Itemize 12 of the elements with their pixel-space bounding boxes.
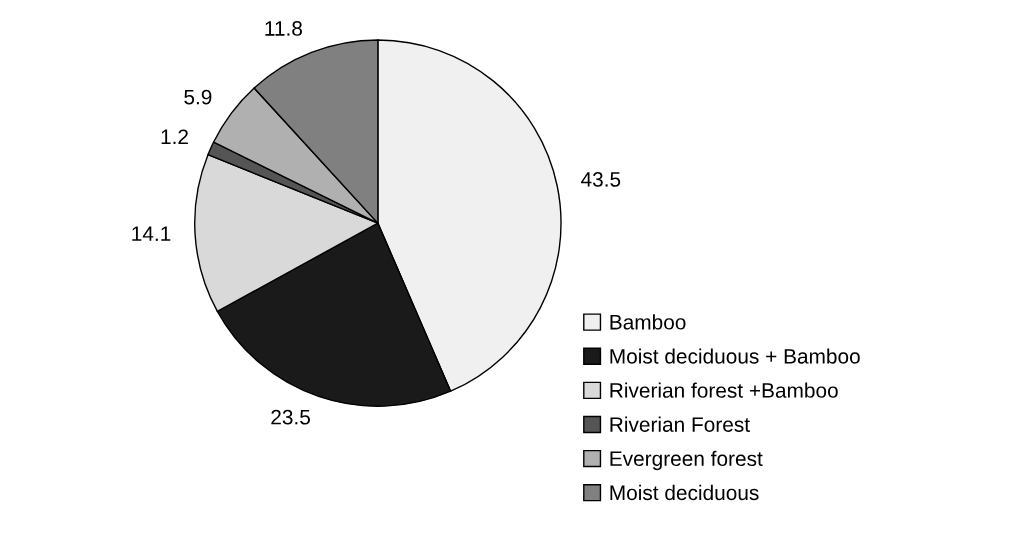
legend-label: Bamboo — [610, 314, 686, 330]
legend-label: Evergreen forest — [610, 450, 763, 471]
legend-label: Moist deciduous + Bamboo — [610, 348, 860, 364]
legend-label: Riverian forest +Bamboo — [610, 382, 838, 398]
data-label: 14.1 — [132, 226, 171, 241]
data-label: 23.5 — [271, 409, 310, 425]
legend-label: Moist deciduous — [610, 484, 759, 501]
data-label: 11.8 — [265, 21, 302, 36]
legend-label: Riverian Forest — [610, 416, 750, 432]
data-label: 1.2 — [161, 129, 188, 144]
data-label: 5.9 — [184, 89, 212, 105]
data-label: 43.5 — [581, 172, 621, 187]
